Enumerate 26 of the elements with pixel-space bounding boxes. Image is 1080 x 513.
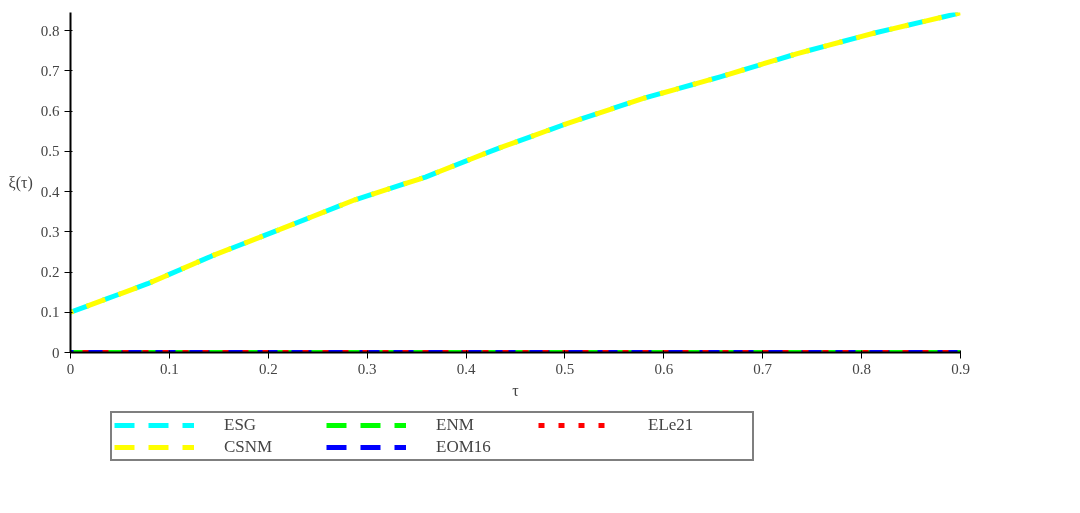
legend-label: ESG — [224, 415, 258, 435]
legend-label: EOM16 — [436, 437, 492, 457]
x-tick-label: 0.6 — [654, 360, 674, 377]
y-axis-title: ξ(τ) — [8, 174, 33, 192]
x-tick-label: 0.1 — [160, 360, 179, 377]
x-tick-label: 0 — [66, 360, 75, 377]
legend-label: ENM — [436, 415, 475, 435]
x-tick-label: 0.5 — [555, 360, 575, 377]
x-tick-label: 0.2 — [258, 360, 278, 377]
legend-label: CSNM — [224, 437, 274, 457]
y-tick-label: 0.1 — [40, 304, 60, 321]
y-tick-label: 0.7 — [40, 62, 60, 79]
x-axis-title: τ — [512, 381, 520, 399]
y-tick-label: 0.2 — [40, 264, 60, 281]
y-tick-label: 0.4 — [40, 183, 60, 200]
x-tick-label: 0.8 — [852, 360, 871, 377]
x-tick-label: 0.7 — [753, 360, 773, 377]
y-tick-label: 0.5 — [40, 143, 60, 160]
x-tick-label: 0.9 — [951, 360, 970, 377]
y-tick-label: 0.3 — [40, 223, 60, 240]
y-tick-label: 0.8 — [40, 22, 60, 39]
y-tick-label: 0.6 — [40, 103, 60, 120]
y-tick-label: 0 — [52, 344, 60, 361]
legend-label: ELe21 — [648, 415, 695, 435]
x-tick-label: 0.4 — [456, 360, 476, 377]
x-tick-label: 0.3 — [357, 360, 377, 377]
